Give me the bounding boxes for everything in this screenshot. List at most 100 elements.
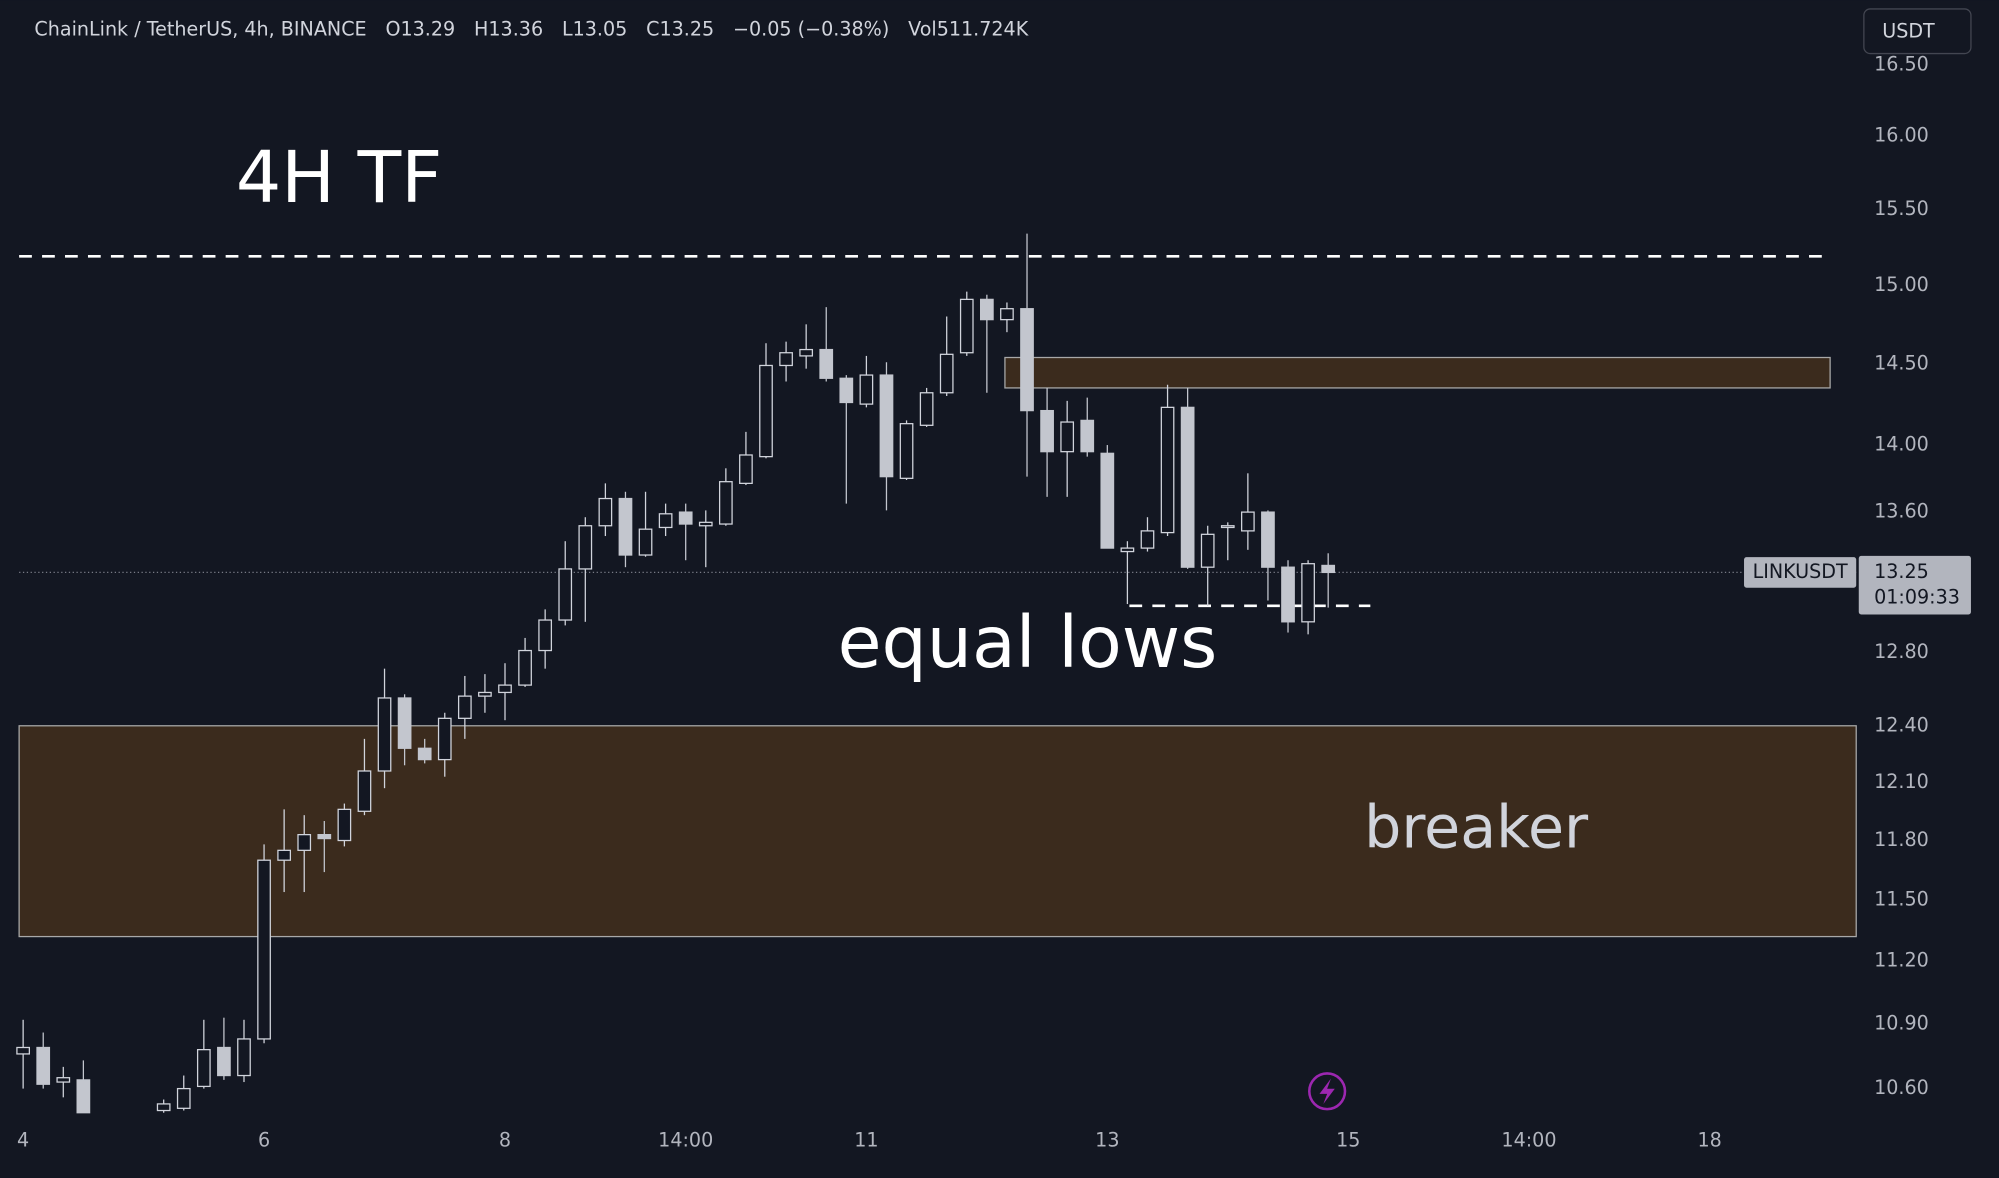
y-tick-label: 12.40 [1874,713,1929,736]
x-tick-label: 4 [17,1129,29,1152]
legend-volume: Vol511.724K [908,17,1029,40]
x-tick-label: 11 [854,1129,878,1152]
x-tick-label: 18 [1697,1129,1721,1152]
candle-body [1180,406,1195,568]
last-price-label: 13.25 [1874,560,1929,583]
header: ChainLink / TetherUS, 4h, BINANCE O13.29… [34,17,1028,40]
annotation: breaker [1364,793,1589,861]
candle-body [277,849,292,861]
y-tick-label: 14.00 [1874,433,1929,456]
candle-body [377,697,392,772]
candle-body [879,374,894,478]
currency-button[interactable]: USDT [1863,8,1972,55]
candle-body [598,497,613,527]
candle-body [859,374,874,405]
candle-body [176,1087,191,1109]
x-tick-label: 15 [1336,1129,1360,1152]
annotation: equal lows [838,601,1218,684]
candle-body [558,568,573,621]
candle-body [638,528,653,556]
candle-body [56,1077,71,1083]
alert-icon-ring[interactable] [1308,1072,1347,1111]
candle-body [518,649,532,686]
legend-low: L13.05 [562,17,627,40]
alert-icon[interactable] [1308,1072,1347,1111]
zone [1004,356,1831,389]
candle-body [799,348,814,357]
candle-body [337,808,352,842]
candle-body [76,1079,91,1114]
legend-high: H13.36 [474,17,543,40]
candle-body [498,684,512,694]
candle-body [1160,406,1175,534]
candle-body [1040,409,1054,453]
candle-body [237,1038,251,1077]
candle-body [1060,421,1075,453]
candle-body [478,691,492,697]
symbol-label: LINKUSDT [1753,560,1848,583]
y-tick-label: 10.60 [1874,1076,1929,1099]
y-tick-label: 10.90 [1874,1012,1929,1035]
legend-close: C13.25 [646,17,714,40]
candle-body [1020,308,1034,412]
candle-body [1261,511,1275,568]
x-tick-label: 14:00 [658,1129,713,1152]
currency-label[interactable]: USDT [1882,19,1935,42]
zone [18,725,1857,938]
candle-body [779,352,793,367]
symbol-label-box [1744,557,1857,588]
last-price-box [1858,555,1971,615]
candle-body [919,392,934,426]
candle-body [959,298,974,354]
candle-body [1241,511,1255,532]
candle-body [437,717,452,761]
chart-title: ChainLink / TetherUS, 4h, BINANCE [34,17,366,40]
y-tick-label: 15.00 [1874,273,1929,296]
y-tick-label: 12.10 [1874,770,1929,793]
candle-body [939,353,954,394]
y-tick-label: 11.20 [1874,949,1929,972]
y-tick-label: 11.80 [1874,828,1929,851]
candle-body [1220,525,1235,529]
y-tick-label: 16.00 [1874,124,1929,147]
legend-change: −0.05 (−0.38%) [733,17,889,40]
x-tick-label: 6 [258,1129,270,1152]
candle-body [899,423,914,479]
x-tick-label: 14:00 [1501,1129,1556,1152]
countdown-label: 01:09:33 [1874,585,1960,608]
y-tick-label: 11.50 [1874,888,1929,911]
candle-body [257,859,271,1040]
candle-body [658,513,673,529]
candle-body [417,747,432,761]
candle-body [979,298,994,321]
candle-body [1301,563,1315,623]
candle-body [819,348,834,379]
candle-body [1321,564,1336,574]
candle-body [698,521,713,527]
candle-body [678,511,693,525]
candle-body [297,833,312,851]
labels: 16.50 16.00 15.50 15.00 14.50 14.00 13.60 12.80… [17,52,1971,1152]
currency-button-frame[interactable] [1863,8,1972,55]
candle-body [1080,419,1095,453]
candle-body [1100,452,1115,549]
candle-body [759,364,773,458]
candle-body [538,619,553,652]
candle-body [1281,566,1295,623]
alert-icon-bolt[interactable] [1319,1078,1335,1105]
candle-body [457,695,472,719]
candle-body [16,1046,31,1055]
x-tick-label: 13 [1095,1129,1119,1152]
candle-body [317,833,332,840]
candle-body [1200,533,1215,568]
candle-body [839,377,854,404]
candle-body [36,1046,51,1085]
x-tick-label: 8 [499,1129,511,1152]
candle-body [739,454,753,485]
marks [16,233,1336,1114]
candle-body [397,697,412,749]
candle-body [357,770,372,812]
y-tick-label: 13.60 [1874,500,1929,523]
